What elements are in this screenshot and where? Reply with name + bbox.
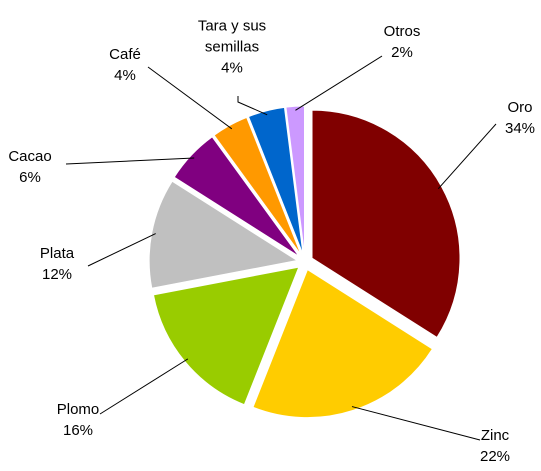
category-label: Oro (507, 99, 533, 116)
value-label: 6% (19, 169, 41, 186)
value-label: 12% (41, 266, 73, 283)
category-label: Otros (383, 23, 421, 40)
pie-slice (148, 180, 299, 289)
category-label: Cacao (8, 148, 52, 165)
value-label: 4% (114, 67, 136, 84)
leader-line (437, 123, 497, 190)
data-label: Otros 2% (384, 21, 421, 63)
pie-slice (311, 109, 461, 339)
category-label: Plomo (56, 401, 100, 418)
category-label: Café (109, 46, 141, 63)
value-label: 34% (504, 120, 536, 137)
category-label: Plata (39, 245, 75, 262)
pie-slice (247, 106, 304, 255)
value-label: 16% (62, 422, 94, 439)
pie-slice (285, 105, 305, 255)
data-label: Plomo 16% (57, 399, 100, 441)
pie-slice (152, 266, 300, 406)
leader-line (237, 96, 268, 116)
data-label: Café 4% (109, 44, 141, 86)
pie-slice (252, 268, 434, 419)
leader-line (147, 66, 233, 130)
value-label: 4% (221, 59, 243, 77)
category-label: Zinc (480, 427, 510, 444)
leader-line (99, 358, 189, 415)
data-label: Plata 12% (40, 243, 74, 285)
leader-line (65, 157, 195, 165)
data-label: Zinc 22% (480, 425, 510, 467)
pie-slice (173, 136, 300, 257)
value-label: 2% (391, 44, 413, 61)
data-label: Tara y sus semillas 4% (182, 16, 282, 79)
data-label: Oro 34% (505, 97, 535, 139)
leader-line (295, 55, 383, 111)
value-label: 22% (479, 448, 511, 465)
data-label: Cacao 6% (8, 146, 51, 188)
leader-line (351, 406, 481, 441)
category-label: Tara y sus semillas (197, 17, 267, 56)
pie-slice (213, 116, 302, 256)
leader-line (87, 233, 156, 267)
